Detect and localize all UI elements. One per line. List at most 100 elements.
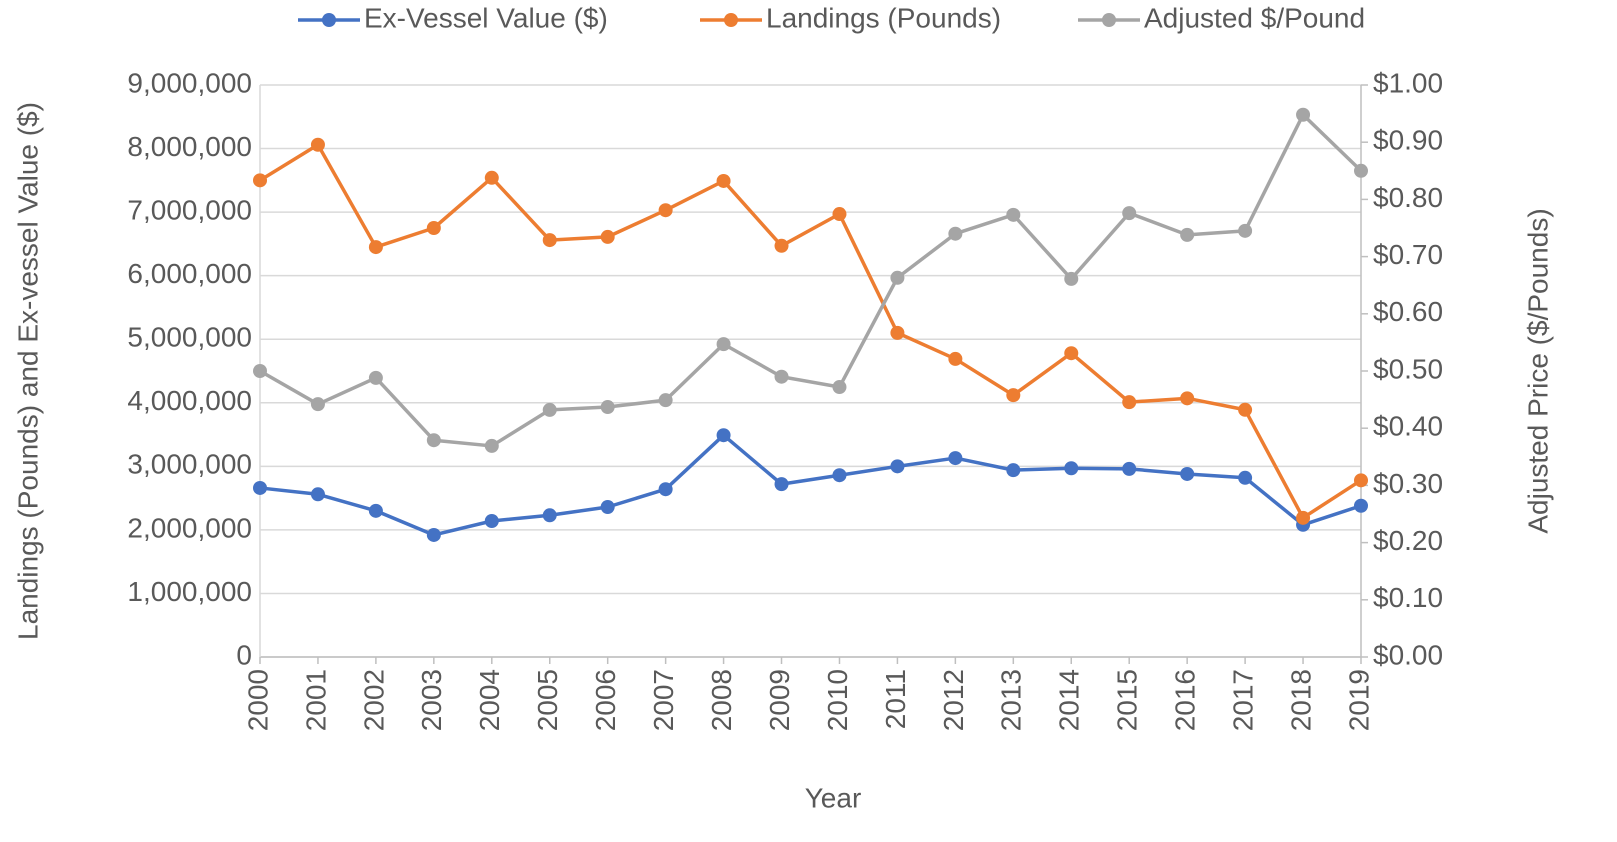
series-marker <box>1064 346 1079 361</box>
x-tick-label: 2007 <box>648 669 679 731</box>
y-tick-label: 4,000,000 <box>127 385 252 416</box>
series-marker <box>426 527 441 542</box>
x-tick-label: 2005 <box>532 669 563 731</box>
series-marker <box>1006 207 1021 222</box>
series-marker <box>832 380 847 395</box>
series-marker <box>890 325 905 340</box>
series-marker <box>1354 163 1368 178</box>
series-marker <box>1064 461 1079 476</box>
y-tick-label: 7,000,000 <box>127 195 252 226</box>
series-marker <box>1122 206 1137 221</box>
y-tick-label: 0 <box>236 639 252 670</box>
series-marker <box>658 482 673 497</box>
series-marker <box>1122 395 1137 410</box>
series-marker <box>1238 470 1253 485</box>
y-tick-label: 5,000,000 <box>127 322 252 353</box>
series-marker <box>253 364 267 378</box>
series-marker <box>890 459 905 474</box>
series-marker <box>310 137 325 152</box>
series-marker <box>1296 107 1311 122</box>
series-marker <box>1296 510 1311 525</box>
x-axis-title: Year <box>805 782 862 813</box>
x-tick-label: 2013 <box>996 669 1027 731</box>
y2-tick-label: $0.50 <box>1373 353 1443 384</box>
series-marker <box>948 226 963 241</box>
x-tick-label: 2010 <box>822 669 853 731</box>
series-marker <box>1006 463 1021 478</box>
series-marker <box>368 240 383 255</box>
y2-tick-label: $0.40 <box>1373 411 1443 442</box>
x-tick-label: 2002 <box>358 669 389 731</box>
x-tick-label: 2009 <box>764 669 795 731</box>
series-marker <box>774 369 789 384</box>
series-marker <box>1180 227 1195 242</box>
y-tick-label: 2,000,000 <box>127 512 252 543</box>
x-tick-label: 2008 <box>706 669 737 731</box>
legend-label: Adjusted $/Pound <box>1144 2 1365 33</box>
legend-marker <box>1102 13 1116 27</box>
series-marker <box>948 451 963 466</box>
x-tick-label: 2000 <box>242 669 273 731</box>
series-marker <box>484 170 499 185</box>
series-marker <box>774 477 789 492</box>
x-tick-label: 2004 <box>474 669 505 731</box>
y2-tick-label: $0.00 <box>1373 639 1443 670</box>
series-marker <box>832 468 847 483</box>
series-marker <box>368 503 383 518</box>
y2-tick-label: $0.60 <box>1373 296 1443 327</box>
y-tick-label: 1,000,000 <box>127 576 252 607</box>
series-marker <box>1064 271 1079 286</box>
series-marker <box>542 402 557 417</box>
series-marker <box>542 508 557 523</box>
x-tick-label: 2016 <box>1170 669 1201 731</box>
series-marker <box>716 337 731 352</box>
series-marker <box>658 393 673 408</box>
x-tick-label: 2006 <box>590 669 621 731</box>
series-marker <box>310 487 325 502</box>
series-marker <box>948 351 963 366</box>
legend-label: Landings (Pounds) <box>766 2 1001 33</box>
series-marker <box>426 433 441 448</box>
x-tick-label: 2019 <box>1343 669 1374 731</box>
series-marker <box>774 238 789 253</box>
series-marker <box>832 207 847 222</box>
x-tick-label: 2001 <box>300 669 331 731</box>
series-marker <box>1354 498 1368 513</box>
series-marker <box>600 400 615 415</box>
series-marker <box>890 270 905 285</box>
series-marker <box>1238 223 1253 238</box>
series-marker <box>484 513 499 528</box>
y2-tick-label: $0.20 <box>1373 525 1443 556</box>
x-tick-label: 2017 <box>1227 669 1258 731</box>
y2-tick-label: $0.70 <box>1373 239 1443 270</box>
series-marker <box>542 233 557 248</box>
y2-tick-label: $0.30 <box>1373 468 1443 499</box>
y-tick-label: 3,000,000 <box>127 449 252 480</box>
series-marker <box>253 173 267 188</box>
x-tick-label: 2011 <box>880 669 911 729</box>
series-line <box>259 433 1362 537</box>
legend-marker <box>322 13 336 27</box>
y-axis-title: Landings (Pounds) and Ex-vessel Value ($… <box>12 102 43 640</box>
y-tick-label: 9,000,000 <box>127 67 252 98</box>
series-marker <box>426 221 441 235</box>
series-marker <box>1180 391 1195 406</box>
series-marker <box>1180 466 1195 481</box>
series-marker <box>716 173 731 188</box>
series-marker <box>253 480 267 495</box>
legend-marker <box>724 13 738 27</box>
y-tick-label: 8,000,000 <box>127 131 252 162</box>
series-line <box>259 112 1363 448</box>
series-marker <box>716 428 731 443</box>
series-marker <box>368 370 383 385</box>
series-marker <box>1354 473 1368 488</box>
x-tick-label: 2014 <box>1054 669 1085 731</box>
y2-axis-title: Adjusted Price ($/Pounds) <box>1522 208 1553 533</box>
series-marker <box>1006 388 1021 403</box>
y2-tick-label: $0.80 <box>1373 182 1443 213</box>
series-marker <box>600 500 615 515</box>
y2-tick-label: $1.00 <box>1373 67 1443 98</box>
series-marker <box>600 229 615 244</box>
x-tick-label: 2012 <box>938 669 969 731</box>
